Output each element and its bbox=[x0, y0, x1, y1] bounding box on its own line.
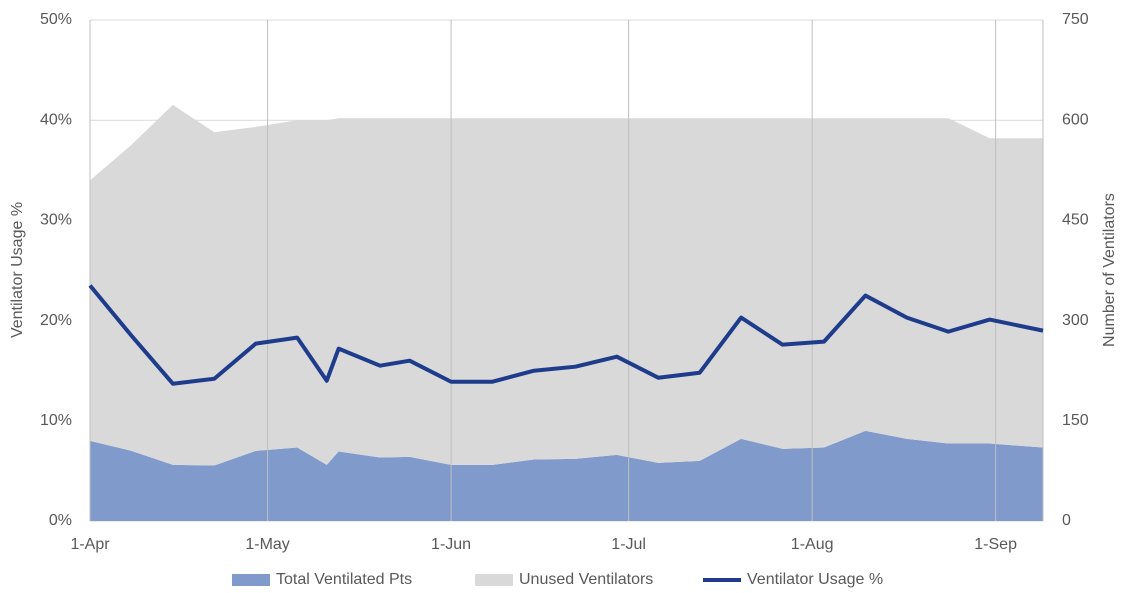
y-tick-label: 10% bbox=[40, 412, 72, 429]
y-tick-label: 50% bbox=[40, 11, 72, 28]
legend-swatch bbox=[232, 574, 270, 586]
y2-tick-label: 150 bbox=[1062, 412, 1089, 429]
y2-tick-label: 300 bbox=[1062, 312, 1089, 329]
legend-swatch bbox=[475, 574, 513, 586]
y-tick-label: 40% bbox=[40, 111, 72, 128]
y-tick-label: 0% bbox=[49, 512, 72, 529]
area bbox=[90, 430, 1043, 521]
legend-label: Ventilator Usage % bbox=[747, 571, 883, 588]
x-tick-label: 1-Apr bbox=[70, 536, 110, 553]
y2-tick-label: 450 bbox=[1062, 212, 1089, 229]
x-tick-label: 1-Aug bbox=[791, 536, 834, 553]
y2-axis-title: Number of Ventilators bbox=[1101, 193, 1118, 347]
y2-tick-label: 600 bbox=[1062, 111, 1089, 128]
y-tick-label: 30% bbox=[40, 212, 72, 229]
area bbox=[90, 104, 1043, 466]
x-tick-label: 1-Jul bbox=[611, 536, 646, 553]
x-tick-label: 1-May bbox=[245, 536, 289, 553]
x-tick-label: 1-Jun bbox=[431, 536, 471, 553]
legend-label: Total Ventilated Pts bbox=[276, 571, 412, 588]
line bbox=[88, 284, 1044, 386]
y2-tick-label: 750 bbox=[1062, 11, 1089, 28]
x-tick-label: 1-Sep bbox=[974, 536, 1017, 553]
y-axis-title: Ventilator Usage % bbox=[9, 202, 26, 338]
legend-label: Unused Ventilators bbox=[519, 571, 653, 588]
y2-tick-label: 0 bbox=[1062, 512, 1071, 529]
y-tick-label: 20% bbox=[40, 312, 72, 329]
